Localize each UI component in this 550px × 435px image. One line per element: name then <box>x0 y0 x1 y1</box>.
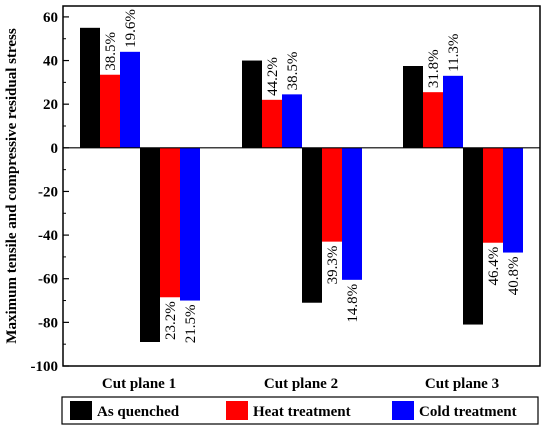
bar-tensile-1-cut-plane-1 <box>80 27 100 148</box>
legend-swatch <box>226 401 248 420</box>
bar-compressive-3-cut-plane-1 <box>180 147 200 301</box>
bar-tensile-1-cut-plane-2 <box>242 60 262 148</box>
y-tick-label: -20 <box>38 184 58 200</box>
bar-tensile-2-cut-plane-2 <box>262 99 282 148</box>
legend-swatch <box>70 401 92 420</box>
data-label-compressive: 23.2% <box>163 301 179 340</box>
y-tick-label: -40 <box>38 228 58 244</box>
bar-compressive-1-cut-plane-2 <box>302 147 322 303</box>
y-tick-label: 20 <box>43 97 58 113</box>
data-label-compressive: 40.8% <box>506 257 522 296</box>
plot-frame <box>62 5 541 367</box>
bar-compressive-1-cut-plane-1 <box>140 147 160 342</box>
data-label-tensile: 31.8% <box>426 49 442 88</box>
data-label-compressive: 14.8% <box>345 284 361 323</box>
legend-swatch <box>392 401 414 420</box>
legend-label: As quenched <box>97 404 180 420</box>
bar-compressive-2-cut-plane-1 <box>160 147 180 298</box>
y-tick-label: -80 <box>38 315 58 331</box>
y-tick-label: -100 <box>31 359 59 375</box>
bar-compressive-3-cut-plane-3 <box>503 147 523 253</box>
data-label-compressive: 21.5% <box>183 305 199 344</box>
bar-compressive-3-cut-plane-2 <box>342 147 362 280</box>
bar-compressive-2-cut-plane-2 <box>322 147 342 242</box>
data-label-compressive: 39.3% <box>325 246 341 285</box>
data-label-tensile: 38.5% <box>285 52 301 91</box>
data-labels-layer: 38.5% 23.2% 19.6% 21.5% 44.2% 39.3% 38.5% 14.8%… <box>103 9 522 343</box>
data-label-compressive: 46.4% <box>486 247 502 286</box>
data-label-tensile: 11.3% <box>446 34 462 72</box>
legend-items: As quenched Heat treatment Cold treatment <box>70 401 517 420</box>
bar-tensile-3-cut-plane-2 <box>282 94 302 148</box>
y-axis-label: Maximum tensile and compressive residual… <box>4 28 20 344</box>
y-tick-label: 60 <box>43 10 58 26</box>
category-labels: Cut plane 1 Cut plane 2 Cut plane 3 <box>102 376 499 392</box>
legend-label: Cold treatment <box>419 404 517 420</box>
bar-tensile-2-cut-plane-1 <box>100 74 120 148</box>
bar-tensile-1-cut-plane-3 <box>403 66 423 148</box>
y-tick-label: 0 <box>51 141 59 157</box>
bar-compressive-2-cut-plane-3 <box>483 147 503 243</box>
bar-tensile-3-cut-plane-1 <box>120 51 140 148</box>
y-tick-label: 40 <box>43 54 58 70</box>
y-tick-label: -60 <box>38 272 58 288</box>
bar-tensile-3-cut-plane-3 <box>443 75 463 148</box>
category-label: Cut plane 3 <box>425 376 499 392</box>
category-label: Cut plane 1 <box>102 376 176 392</box>
bar-tensile-2-cut-plane-3 <box>423 92 443 148</box>
legend-label: Heat treatment <box>253 404 351 420</box>
bar-compressive-1-cut-plane-3 <box>463 147 483 325</box>
data-label-tensile: 19.6% <box>123 9 139 48</box>
data-label-tensile: 44.2% <box>265 57 281 96</box>
legend <box>61 396 539 425</box>
y-axis-ticks: -100 -80 -60 -40 -20 0 20 40 60 <box>31 10 69 375</box>
bars-layer <box>80 27 523 342</box>
data-label-tensile: 38.5% <box>103 32 119 71</box>
category-label: Cut plane 2 <box>264 376 338 392</box>
